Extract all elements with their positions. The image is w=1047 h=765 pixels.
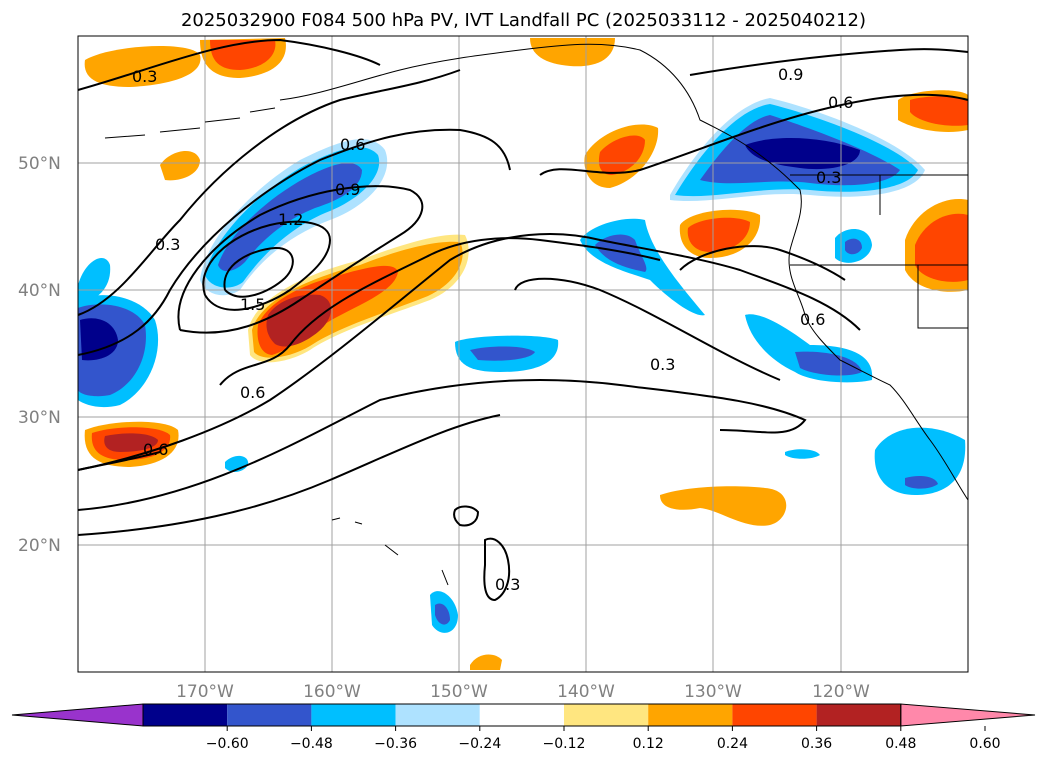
neg-anomaly-small-south bbox=[785, 449, 820, 459]
lat-tick-label: 20°N bbox=[18, 536, 61, 556]
colorbar-tick-label: −0.48 bbox=[290, 736, 333, 752]
colorbar-tick-label: 0.12 bbox=[633, 736, 664, 752]
neg-anomaly-ne-core bbox=[745, 138, 860, 170]
contour-0.3-south bbox=[77, 379, 807, 511]
lon-tick-label: 130°W bbox=[684, 682, 742, 702]
contour-0.9-ne bbox=[689, 48, 969, 76]
contours bbox=[77, 38, 969, 602]
contour-labels: 0.3 0.6 0.9 1.2 1.5 0.6 0.3 0.9 0.6 0.3 … bbox=[132, 65, 853, 594]
colorbar-segment bbox=[479, 704, 564, 726]
lon-tick-label: 120°W bbox=[812, 682, 870, 702]
contour-label: 0.3 bbox=[650, 355, 675, 374]
map-title: 2025032900 F084 500 hPa PV, IVT Landfall… bbox=[180, 10, 867, 31]
contour-0.9 bbox=[177, 185, 424, 334]
lon-tick-label: 140°W bbox=[557, 682, 615, 702]
contour-label: 0.6 bbox=[828, 93, 853, 112]
lat-tick-label: 30°N bbox=[18, 408, 61, 428]
contour-label: 1.5 bbox=[240, 295, 265, 314]
contour-0.6-inner bbox=[219, 237, 661, 386]
contour-0.3-hawaii-small bbox=[453, 505, 480, 527]
us-border bbox=[790, 174, 968, 329]
colorbar-segment bbox=[732, 704, 817, 726]
contour-1.2 bbox=[202, 220, 332, 311]
colorbar-segment bbox=[395, 704, 480, 726]
contour-label: 0.9 bbox=[335, 180, 360, 199]
coastlines bbox=[104, 43, 969, 586]
contour-label: 0.6 bbox=[143, 440, 168, 459]
contour-label: 1.2 bbox=[278, 210, 303, 229]
neg-anomaly-small-east-mid bbox=[845, 238, 862, 255]
pos-anomaly-ne-mid bbox=[598, 135, 645, 175]
neg-anomaly-coast-mid bbox=[795, 351, 862, 376]
pos-anomaly-sw-core bbox=[104, 433, 158, 452]
colorbar-tick-label: −0.60 bbox=[206, 736, 249, 752]
aleutian-islands bbox=[104, 107, 276, 139]
contour-0.3-west bbox=[77, 451, 161, 471]
pos-anomaly-ne2-mid bbox=[687, 217, 750, 252]
pos-anomaly-south bbox=[660, 486, 787, 526]
neg-anomaly-west-north bbox=[78, 257, 111, 305]
contour-0.6-outer bbox=[77, 128, 511, 356]
pos-anomaly-hawaii bbox=[470, 654, 502, 670]
lon-tick-label: 160°W bbox=[303, 682, 361, 702]
colorbar-segment bbox=[227, 704, 312, 726]
contour-label: 0.6 bbox=[240, 383, 265, 402]
neg-anomaly-baja-mid bbox=[905, 476, 938, 489]
colorbar-tick-label: 0.48 bbox=[885, 736, 916, 752]
neg-anomaly-nw-mid bbox=[218, 163, 362, 272]
colorbar-tick-label: −0.36 bbox=[374, 736, 417, 752]
contour-0.3-hawaii bbox=[483, 537, 511, 602]
neg-anomaly-ne2-mid bbox=[595, 234, 647, 272]
colorbar-tick-label: −0.12 bbox=[543, 736, 586, 752]
contour-label: 0.3 bbox=[495, 575, 520, 594]
contour-0.3-lower bbox=[77, 414, 501, 536]
colorbar-frame bbox=[142, 703, 902, 727]
colorbar-segment bbox=[143, 704, 228, 726]
lon-tick-label: 170°W bbox=[176, 682, 234, 702]
neg-anomaly-central-mid bbox=[470, 346, 535, 361]
colorbar-tick-label: 0.36 bbox=[801, 736, 832, 752]
colorbar-extend-left bbox=[11, 703, 144, 727]
colorbar-segment bbox=[564, 704, 649, 726]
lat-tick-label: 40°N bbox=[18, 281, 61, 301]
map-frame bbox=[77, 35, 969, 673]
contour-label: 0.3 bbox=[155, 235, 180, 254]
pos-anomaly-top-west bbox=[84, 45, 201, 87]
contour-label: 0.6 bbox=[800, 310, 825, 329]
pos-anomaly-top-central bbox=[530, 38, 615, 67]
contour-label: 0.9 bbox=[778, 65, 803, 84]
neg-anomaly-hawaii-mid bbox=[435, 603, 450, 625]
lat-tick-label: 50°N bbox=[18, 154, 61, 174]
colorbar-extend-right bbox=[900, 703, 1036, 727]
lat-labels: 50°N 40°N 30°N 20°N bbox=[18, 154, 61, 556]
colorbar-tick-label: −0.24 bbox=[458, 736, 501, 752]
neg-anomaly-baja bbox=[874, 427, 966, 495]
colorbar-segment bbox=[816, 704, 901, 726]
contour-label: 0.3 bbox=[816, 168, 841, 187]
colorbar: −0.60 −0.48 −0.36 −0.24 −0.12 0.12 0.24 0.36 0.4… bbox=[11, 703, 1036, 752]
contour-0.3-central bbox=[77, 233, 861, 471]
colorbar-tick-label: 0.60 bbox=[969, 736, 1000, 752]
pos-anomaly-far-ne-mid bbox=[910, 96, 968, 126]
neg-anomaly-west-core bbox=[80, 318, 118, 361]
lon-labels: 170°W 160°W 150°W 140°W 130°W 120°W bbox=[176, 682, 870, 702]
lon-tick-label: 150°W bbox=[430, 682, 488, 702]
contour-0.3-ne bbox=[679, 245, 846, 281]
colorbar-tick-label: 0.24 bbox=[717, 736, 748, 752]
contour-label: 0.3 bbox=[132, 67, 157, 86]
colorbar-segment bbox=[648, 704, 733, 726]
contour-0.3-east-loop bbox=[514, 277, 781, 381]
contour-0.3-north bbox=[77, 38, 381, 91]
pos-anomaly-central-core bbox=[266, 294, 332, 347]
alaska-coast bbox=[279, 43, 969, 501]
pos-anomaly-top-mid-core bbox=[210, 40, 276, 70]
contour-label: 0.6 bbox=[340, 135, 365, 154]
hawaii-islands bbox=[331, 517, 449, 586]
contour-1.5 bbox=[223, 246, 294, 298]
contour-0.6-ne bbox=[539, 93, 969, 176]
contour-0.3-outer bbox=[77, 69, 461, 316]
pos-anomaly-small-nw bbox=[160, 150, 200, 181]
colorbar-segment bbox=[311, 704, 396, 726]
